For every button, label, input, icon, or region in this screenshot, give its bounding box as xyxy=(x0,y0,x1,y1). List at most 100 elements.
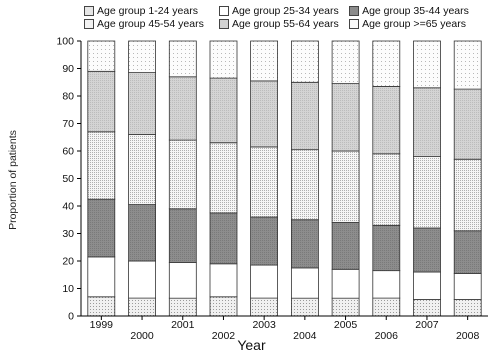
bar-segment-2005-1-24 xyxy=(331,297,360,317)
bar-segment-2008-25-34 xyxy=(453,272,482,300)
bar-segment-2004-55-64 xyxy=(290,81,319,151)
bar-segment-2003-25-34 xyxy=(250,264,279,299)
x-tick-label-1999: 1999 xyxy=(90,319,114,331)
bar-segment-2008-55-64 xyxy=(453,88,482,160)
bar-segment-1999-65-plus xyxy=(87,40,116,72)
bars-group xyxy=(87,40,482,317)
legend-swatch-35-44 xyxy=(349,5,360,16)
legend-swatch-65-plus xyxy=(349,18,360,29)
bar-segment-2000-65-plus xyxy=(128,40,157,74)
bar-segment-2002-45-54 xyxy=(209,142,238,214)
bar-segment-2005-45-54 xyxy=(331,150,360,223)
y-tick-label-30: 30 xyxy=(62,228,74,240)
bar-segment-1999-35-44 xyxy=(87,198,116,258)
y-tick-label-10: 10 xyxy=(62,283,74,295)
bar-segment-2007-65-plus xyxy=(413,40,441,89)
bar-segment-2004-45-54 xyxy=(290,149,319,221)
bar-segment-2008-1-24 xyxy=(453,299,482,317)
y-tick-label-100: 100 xyxy=(56,36,74,48)
bar-segment-1999-1-24 xyxy=(87,296,116,317)
bar-segment-2001-1-24 xyxy=(168,297,197,317)
axes-group: 1999200020012002200320042005200620072008… xyxy=(56,36,488,342)
legend-label-45-54: Age group 45-54 years xyxy=(97,17,204,30)
y-tick-label-80: 80 xyxy=(62,91,74,103)
y-axis-title: Proportion of patients xyxy=(7,130,19,230)
y-tick-label-0: 0 xyxy=(68,311,74,323)
legend-item-35-44: Age group 35-44 years xyxy=(349,5,484,17)
legend-item-25-34: Age group 25-34 years xyxy=(218,4,349,17)
bar-segment-2003-65-plus xyxy=(250,40,279,82)
legend-swatch-45-54 xyxy=(84,18,94,29)
bar-segment-2002-25-34 xyxy=(209,263,238,298)
bar-segment-2007-35-44 xyxy=(413,227,441,273)
bar-segment-2007-1-24 xyxy=(413,299,441,317)
bar-segment-2003-1-24 xyxy=(250,297,279,317)
bar-segment-2006-55-64 xyxy=(372,86,401,155)
bar-segment-1999-45-54 xyxy=(87,131,116,200)
legend-swatch-25-34 xyxy=(218,5,229,16)
x-tick-label-2007: 2007 xyxy=(415,319,439,331)
bar-segment-2008-65-plus xyxy=(453,40,482,90)
legend: Age group 1-24 years Age group 25-34 yea… xyxy=(84,4,484,30)
legend-item-45-54: Age group 45-54 years xyxy=(84,18,219,30)
bar-segment-2005-25-34 xyxy=(331,268,360,299)
legend-label-25-34: Age group 25-34 years xyxy=(231,4,339,17)
x-tick-label-2002: 2002 xyxy=(212,330,236,342)
x-tick-label-2008: 2008 xyxy=(456,330,480,342)
bar-segment-2001-35-44 xyxy=(168,208,197,263)
bar-segment-2007-45-54 xyxy=(413,156,441,229)
y-axis-title-wrap: Proportion of patients xyxy=(2,0,24,360)
x-tick-label-2003: 2003 xyxy=(252,319,276,331)
y-tick-label-60: 60 xyxy=(62,146,74,158)
x-axis-title: Year xyxy=(237,337,266,353)
legend-label-35-44: Age group 35-44 years xyxy=(362,4,469,17)
bar-segment-2001-65-plus xyxy=(168,40,197,78)
y-tick-label-40: 40 xyxy=(62,201,74,213)
bar-segment-2002-55-64 xyxy=(209,77,238,144)
bar-segment-2001-25-34 xyxy=(168,261,197,299)
legend-item-65-plus: Age group >=65 years xyxy=(349,18,484,30)
bar-segment-2001-45-54 xyxy=(168,139,197,210)
bar-segment-2007-25-34 xyxy=(413,271,441,300)
bar-segment-2000-25-34 xyxy=(128,260,157,299)
bar-segment-2005-35-44 xyxy=(331,222,360,270)
bar-segment-2008-35-44 xyxy=(453,230,482,274)
x-tick-label-2005: 2005 xyxy=(334,319,358,331)
bar-segment-1999-55-64 xyxy=(87,70,116,133)
bar-segment-2004-1-24 xyxy=(290,297,319,317)
x-tick-label-2006: 2006 xyxy=(375,330,399,342)
bar-segment-2006-1-24 xyxy=(372,297,401,317)
legend-label-65-plus: Age group >=65 years xyxy=(362,17,466,30)
legend-label-55-64: Age group 55-64 years xyxy=(231,17,339,30)
bar-segment-2002-35-44 xyxy=(209,212,238,265)
bar-segment-2006-25-34 xyxy=(372,270,401,299)
legend-item-1-24: Age group 1-24 years xyxy=(84,5,219,17)
bar-segment-1999-25-34 xyxy=(87,256,116,298)
bar-segment-2003-35-44 xyxy=(250,216,279,266)
bar-segment-2000-35-44 xyxy=(128,204,157,262)
bar-segment-2006-65-plus xyxy=(372,40,401,87)
bar-segment-2000-45-54 xyxy=(128,134,157,205)
bar-segment-2003-45-54 xyxy=(250,146,279,218)
legend-row-1: Age group 1-24 years Age group 25-34 yea… xyxy=(84,4,484,17)
bar-segment-2006-35-44 xyxy=(372,224,401,272)
bar-segment-2005-65-plus xyxy=(331,40,360,84)
x-tick-label-2001: 2001 xyxy=(171,319,195,331)
bar-segment-2004-65-plus xyxy=(290,40,319,83)
legend-row-2: Age group 45-54 years Age group 55-64 ye… xyxy=(84,17,484,30)
bar-segment-2004-25-34 xyxy=(290,267,319,299)
legend-swatch-55-64 xyxy=(218,18,229,29)
legend-label-1-24: Age group 1-24 years xyxy=(97,4,198,17)
y-tick-label-20: 20 xyxy=(62,256,74,268)
bar-segment-2006-45-54 xyxy=(372,153,401,226)
bar-segment-2003-55-64 xyxy=(250,80,279,148)
bar-segment-2000-55-64 xyxy=(128,72,157,135)
bar-segment-2007-55-64 xyxy=(413,87,441,158)
bar-segment-2001-55-64 xyxy=(168,76,197,141)
x-tick-label-2000: 2000 xyxy=(130,330,154,342)
y-tick-label-90: 90 xyxy=(62,63,74,75)
bar-segment-2002-65-plus xyxy=(209,40,238,79)
legend-item-55-64: Age group 55-64 years xyxy=(218,17,349,30)
x-tick-label-2004: 2004 xyxy=(293,330,317,342)
